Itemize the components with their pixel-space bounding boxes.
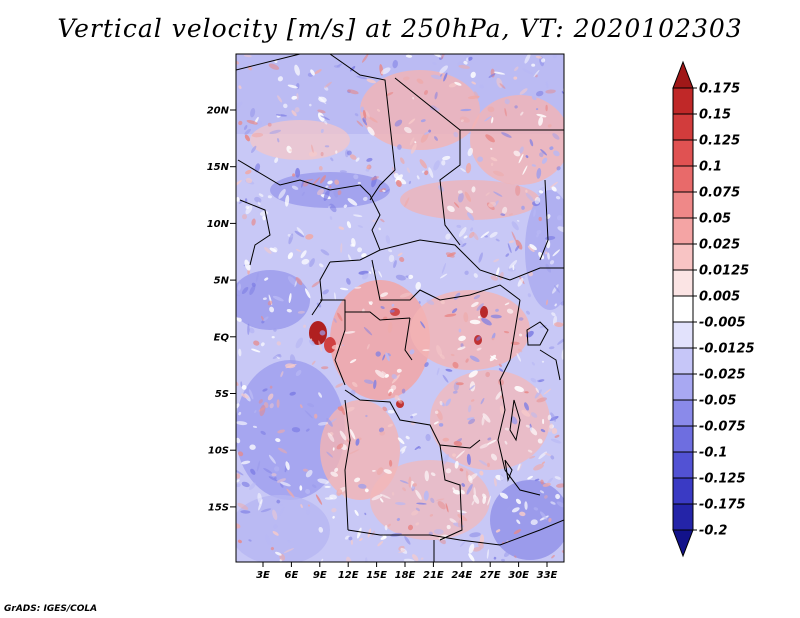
- colorbar-label: -0.05: [699, 394, 736, 409]
- colorbar-segment: [672, 269, 694, 297]
- colorbar-label: 0.15: [699, 108, 731, 123]
- colorbar-label: 0.175: [699, 82, 740, 97]
- colorbar-segment: [672, 217, 694, 245]
- colorbar-segment: [672, 295, 694, 323]
- longitude-axis: 3E 6E 9E 12E 15E 18E 21E 24E 27E 30E 33E: [256, 562, 558, 581]
- colorbar-label: -0.175: [699, 498, 746, 513]
- colorbar-label: 0.125: [699, 134, 740, 149]
- colorbar-label: 0.1: [699, 160, 722, 175]
- map-title: Vertical velocity [m/s] at 250hPa, VT: 2…: [57, 14, 743, 43]
- colorbar-segment: [672, 425, 694, 453]
- map-frame: [235, 53, 565, 563]
- colorbar: 0.175 0.15 0.125 0.1 0.075 0.05 0.025 0.0125 0.0…: [672, 60, 755, 558]
- colorbar-segment: [672, 87, 694, 115]
- lakes: [504, 321, 549, 482]
- lon-tick-label: 30E: [508, 570, 529, 581]
- colorbar-label: 0.005: [699, 290, 740, 305]
- colorbar-segment: [672, 321, 694, 349]
- lon-tick-label: 12E: [338, 570, 359, 581]
- colorbar-top-arrow: [672, 60, 694, 89]
- colorbar-bottom-arrow: [672, 529, 694, 558]
- colorbar-label: 0.05: [699, 212, 731, 227]
- grads-credit: GrADS: IGES/COLA: [4, 604, 98, 614]
- lat-tick-label: 5S: [215, 389, 229, 400]
- lon-tick-label: 3E: [256, 570, 270, 581]
- colorbar-segment: [672, 373, 694, 401]
- colorbar-segment: [672, 347, 694, 375]
- lat-tick-label: EQ: [214, 332, 230, 343]
- colorbar-label: -0.005: [699, 316, 746, 331]
- lon-tick-label: 27E: [480, 570, 501, 581]
- colorbar-segment: [672, 243, 694, 271]
- lat-tick-label: 15N: [207, 162, 230, 173]
- lon-tick-label: 18E: [395, 570, 416, 581]
- colorbar-label: -0.075: [699, 420, 746, 435]
- lon-tick-label: 9E: [313, 570, 327, 581]
- colorbar-label: -0.1: [699, 446, 727, 461]
- colorbar-label: -0.2: [699, 524, 727, 539]
- colorbar-segment: [672, 399, 694, 427]
- lon-tick-label: 33E: [537, 570, 558, 581]
- lat-tick-label: 15S: [208, 502, 229, 513]
- lon-tick-label: 24E: [451, 570, 472, 581]
- latitude-axis: 20N 15N 10N 5N EQ 5S 10S 15S: [207, 106, 236, 513]
- vertical-velocity-field: [236, 54, 564, 562]
- colorbar-segment: [672, 477, 694, 505]
- colorbar-segment: [672, 503, 694, 531]
- lon-tick-label: 21E: [423, 570, 444, 581]
- colorbar-label: -0.0125: [699, 342, 755, 357]
- country-borders: [236, 54, 564, 562]
- colorbar-segment: [672, 451, 694, 479]
- lon-tick-label: 15E: [366, 570, 387, 581]
- colorbar-segment: [672, 191, 694, 219]
- colorbar-segment: [672, 165, 694, 193]
- colorbar-segment: [672, 139, 694, 167]
- lon-tick-label: 6E: [285, 570, 299, 581]
- colorbar-label: -0.125: [699, 472, 746, 487]
- colorbar-label: 0.075: [699, 186, 740, 201]
- colorbar-label: 0.025: [699, 238, 740, 253]
- lat-tick-label: 5N: [214, 276, 230, 287]
- colorbar-label: -0.025: [699, 368, 746, 383]
- lat-tick-label: 20N: [207, 106, 230, 117]
- colorbar-label: 0.0125: [699, 264, 749, 279]
- lat-tick-label: 10N: [207, 219, 230, 230]
- lat-tick-label: 10S: [208, 446, 229, 457]
- colorbar-segment: [672, 113, 694, 141]
